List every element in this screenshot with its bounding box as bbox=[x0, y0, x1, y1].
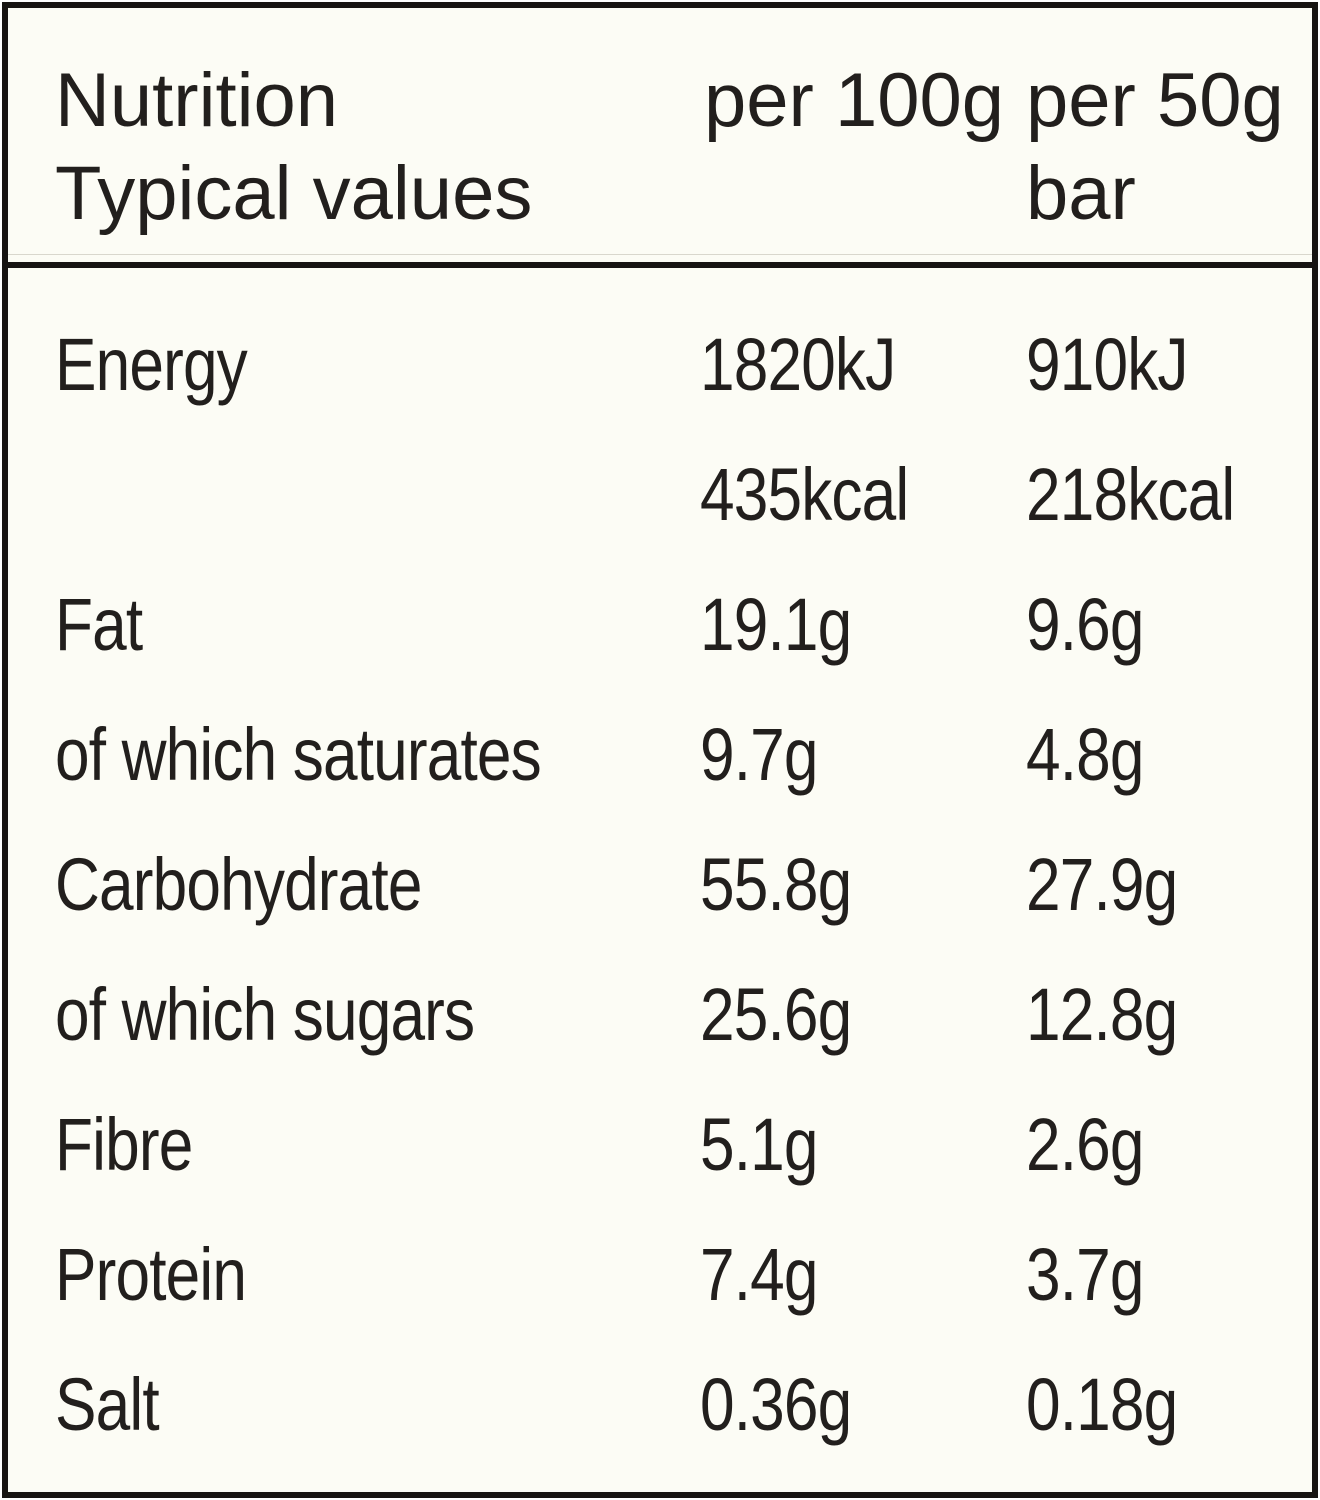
row-label: Energy bbox=[55, 323, 248, 406]
column-header-per-50g: per 50g bbox=[1026, 58, 1284, 143]
table-row-salt: Salt 0.36g 0.18g bbox=[8, 1340, 1312, 1470]
row-label: of which saturates bbox=[55, 713, 542, 796]
row-value-per100: 19.1g bbox=[700, 583, 852, 666]
row-label: Fat bbox=[55, 583, 143, 666]
table-row-fat: Fat 19.1g 9.6g bbox=[8, 560, 1312, 690]
header-title-block: Nutrition Typical values bbox=[55, 54, 700, 240]
table-row-protein: Protein 7.4g 3.7g bbox=[8, 1210, 1312, 1340]
nutrition-table: Energy 1820kJ 910kJ 435kcal 218kcal Fat … bbox=[8, 268, 1312, 1470]
row-value-per100: 7.4g bbox=[700, 1233, 818, 1316]
row-value-per100: 0.36g bbox=[700, 1363, 852, 1446]
table-row-energy-kcal: 435kcal 218kcal bbox=[8, 430, 1312, 560]
column-header-per-50g-bar: per 50g bar bbox=[1026, 54, 1298, 240]
row-value-per100: 9.7g bbox=[700, 713, 818, 796]
row-label: Carbohydrate bbox=[55, 843, 422, 926]
row-label: Salt bbox=[55, 1363, 160, 1446]
table-row-saturates: of which saturates 9.7g 4.8g bbox=[8, 690, 1312, 820]
row-value-per100: 435kcal bbox=[700, 453, 909, 536]
row-value-per50: 9.6g bbox=[1026, 583, 1144, 666]
table-row-fibre: Fibre 5.1g 2.6g bbox=[8, 1080, 1312, 1210]
row-value-per50: 2.6g bbox=[1026, 1103, 1144, 1186]
row-value-per50: 3.7g bbox=[1026, 1233, 1144, 1316]
table-row-energy: Energy 1820kJ 910kJ bbox=[8, 300, 1312, 430]
row-value-per50: 218kcal bbox=[1026, 453, 1235, 536]
row-value-per100: 25.6g bbox=[700, 973, 852, 1056]
row-value-per100: 55.8g bbox=[700, 843, 852, 926]
table-row-carbohydrate: Carbohydrate 55.8g 27.9g bbox=[8, 820, 1312, 950]
row-value-per50: 910kJ bbox=[1026, 323, 1189, 406]
column-header-bar: bar bbox=[1026, 151, 1136, 236]
column-header-per-100g: per 100g bbox=[704, 58, 1005, 143]
row-value-per50: 27.9g bbox=[1026, 843, 1178, 926]
row-label: Fibre bbox=[55, 1103, 193, 1186]
row-value-per100: 1820kJ bbox=[700, 323, 896, 406]
row-value-per50: 0.18g bbox=[1026, 1363, 1178, 1446]
header-divider-bar bbox=[8, 262, 1312, 268]
header-title: Nutrition bbox=[55, 58, 338, 143]
row-value-per50: 4.8g bbox=[1026, 713, 1144, 796]
header-divider bbox=[8, 254, 1312, 268]
row-value-per50: 12.8g bbox=[1026, 973, 1178, 1056]
row-label: of which sugars bbox=[55, 973, 475, 1056]
table-row-sugars: of which sugars 25.6g 12.8g bbox=[8, 950, 1312, 1080]
row-value-per100: 5.1g bbox=[700, 1103, 818, 1186]
label-header: Nutrition Typical values per 100g per 50… bbox=[8, 8, 1312, 254]
row-label: Protein bbox=[55, 1233, 247, 1316]
header-subtitle: Typical values bbox=[55, 151, 533, 236]
